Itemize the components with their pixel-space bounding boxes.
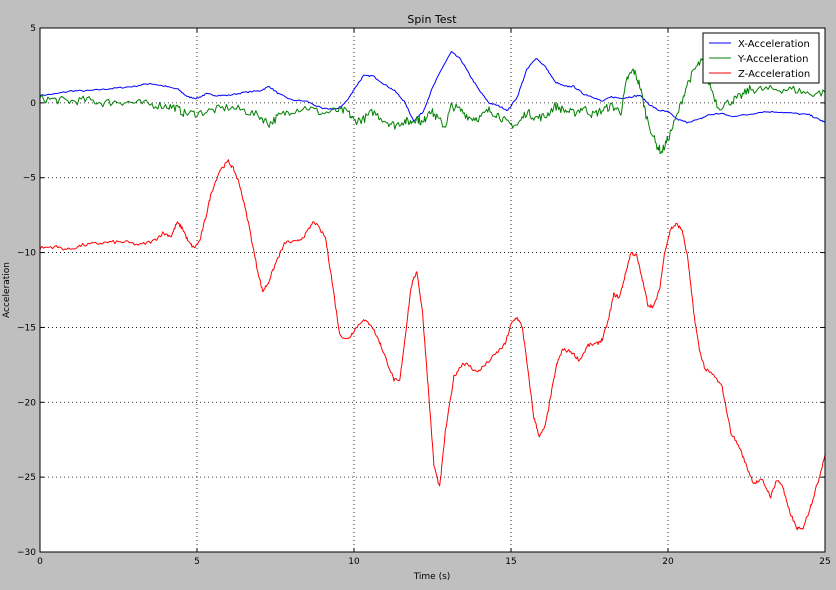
y-tick-label: −10 — [17, 249, 36, 259]
y-tick-label: −30 — [17, 548, 36, 558]
series-line-z-acceleration — [39, 159, 826, 531]
y-tick-label: 0 — [30, 99, 36, 109]
series-line-y-acceleration — [39, 58, 826, 154]
plot-background — [40, 28, 825, 552]
x-tick-label: 25 — [819, 557, 830, 567]
grid — [40, 28, 825, 552]
y-tick-label: −5 — [23, 174, 36, 184]
y-axis-label: Acceleration — [2, 262, 12, 318]
x-tick-label: 15 — [505, 557, 516, 567]
x-axis-label: Time (s) — [413, 572, 451, 582]
legend-label: Y-Acceleration — [737, 54, 808, 65]
plot-frame — [39, 27, 826, 553]
y-tick-label: 5 — [30, 24, 36, 34]
series-lines — [39, 51, 826, 531]
x-tick-label: 0 — [37, 557, 43, 567]
chart-title: Spin Test — [407, 13, 457, 26]
x-tick-label: 5 — [194, 557, 200, 567]
legend-label: Z-Acceleration — [738, 69, 810, 80]
y-tick-label: −15 — [17, 323, 36, 333]
axis-ticks: 0 5 10 15 20 25 5 0 −5 −10 −15 −20 −25 −30 — [17, 24, 831, 567]
y-tick-label: −20 — [17, 398, 36, 408]
legend-label: X-Acceleration — [738, 39, 810, 50]
x-tick-label: 10 — [348, 557, 360, 567]
y-tick-label: −25 — [17, 473, 36, 483]
legend: X-Acceleration Y-Acceleration Z-Accelerati… — [702, 32, 820, 84]
x-tick-label: 20 — [662, 557, 674, 567]
series-line-x-acceleration — [39, 51, 826, 124]
